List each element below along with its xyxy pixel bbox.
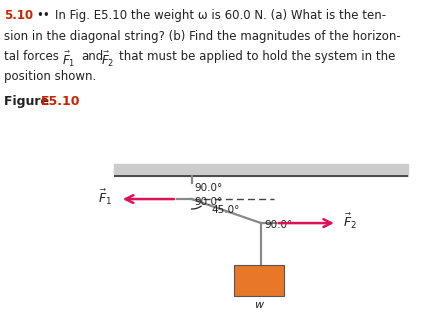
Text: $\vec{F}_1$: $\vec{F}_1$ [98, 188, 112, 207]
Text: E5.10: E5.10 [41, 95, 81, 108]
Text: 90.0°: 90.0° [264, 220, 293, 230]
Text: sion in the diagonal string? (b) Find the magnitudes of the horizon-: sion in the diagonal string? (b) Find th… [4, 30, 401, 43]
Text: w: w [254, 300, 264, 310]
Text: tal forces: tal forces [4, 50, 63, 63]
Text: ••: •• [36, 9, 50, 22]
Text: 45.0°: 45.0° [211, 205, 240, 215]
Text: $\vec{F}_1$: $\vec{F}_1$ [62, 50, 76, 69]
Bar [234, 265, 284, 296]
Text: Figure: Figure [4, 95, 53, 108]
Text: $\vec{F}_2$: $\vec{F}_2$ [343, 211, 357, 231]
Text: $\vec{F}_2$: $\vec{F}_2$ [101, 50, 114, 69]
Text: 90.0°: 90.0° [195, 183, 223, 193]
Text: 90.0°: 90.0° [195, 197, 223, 207]
Text: In Fig. E5.10 the weight ω is 60.0 N. (a) What is the ten-: In Fig. E5.10 the weight ω is 60.0 N. (a… [55, 9, 386, 22]
Text: position shown.: position shown. [4, 70, 96, 83]
Text: and: and [81, 50, 103, 63]
Text: that must be applied to hold the system in the: that must be applied to hold the system … [119, 50, 395, 63]
Text: 5.10: 5.10 [4, 9, 33, 22]
